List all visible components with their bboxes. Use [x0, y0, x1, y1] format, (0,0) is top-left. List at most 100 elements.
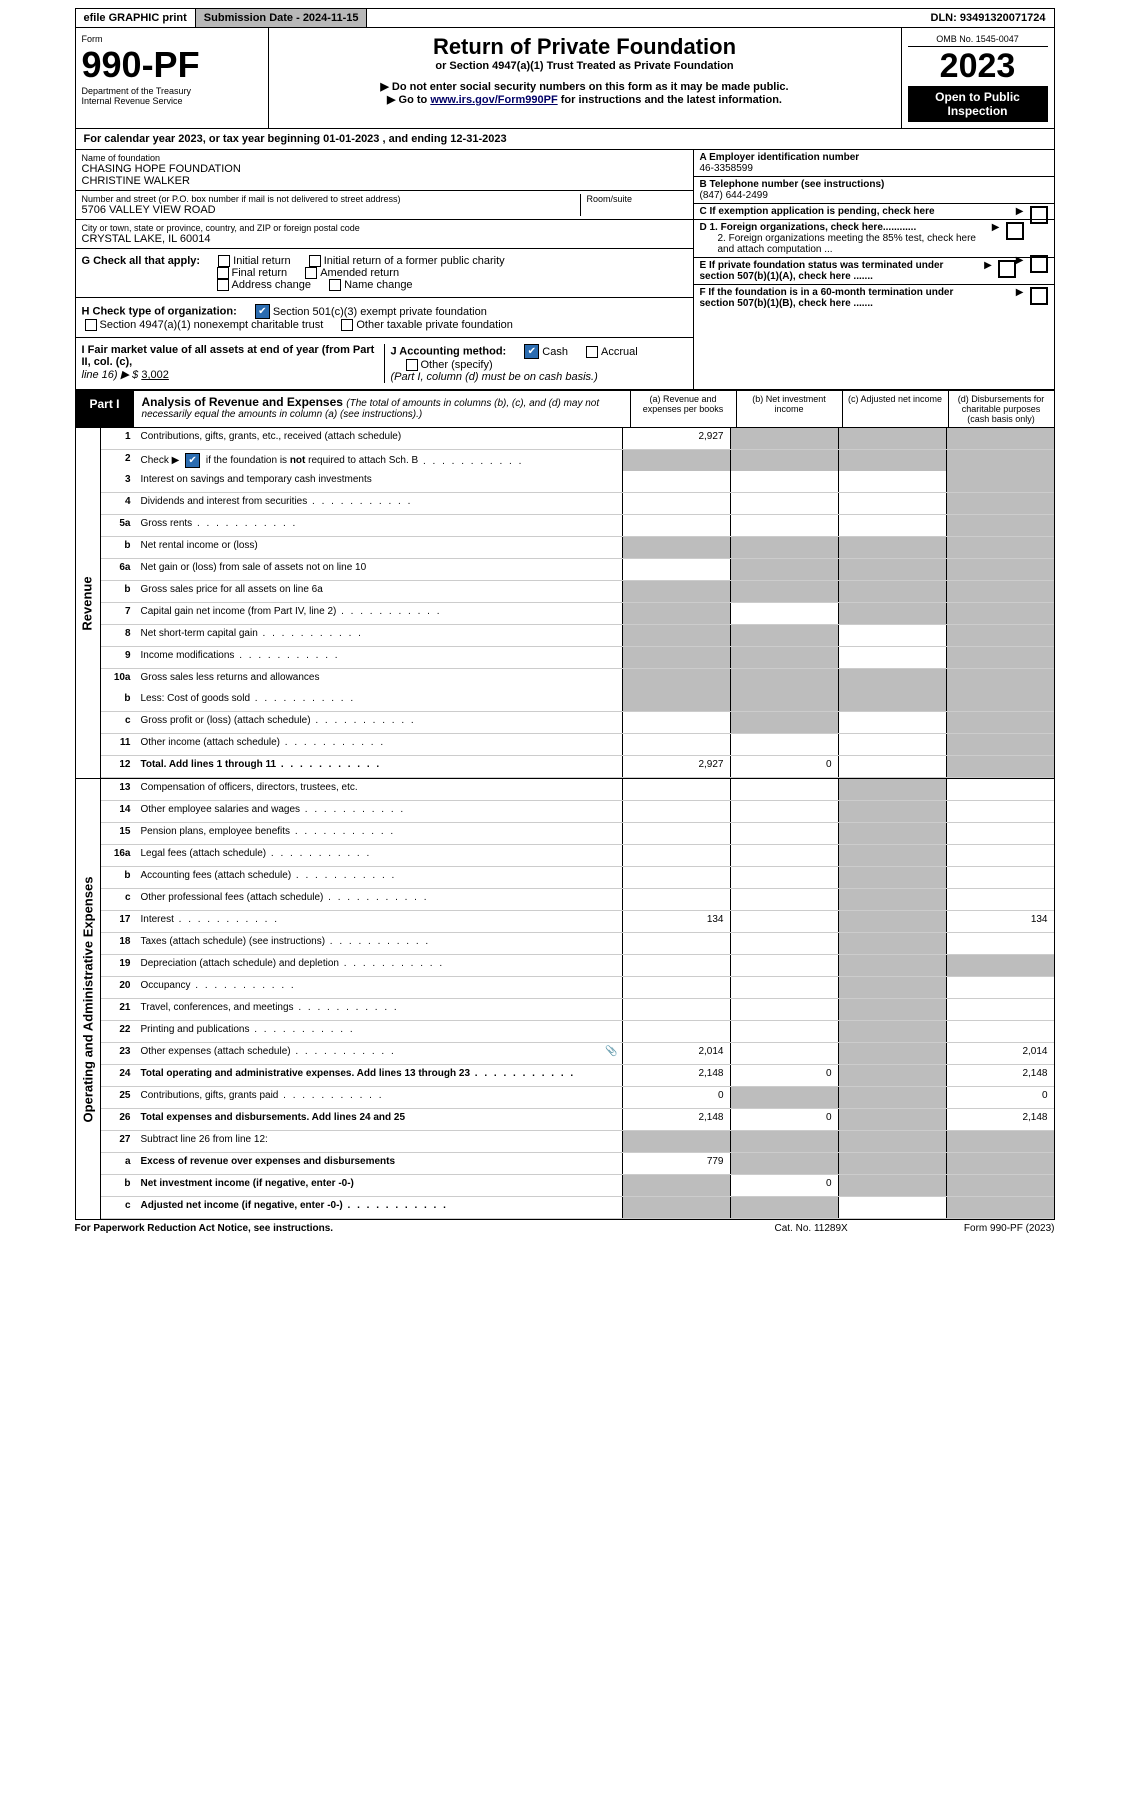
entity-block: Name of foundation CHASING HOPE FOUNDATI… [75, 150, 1055, 390]
cell-3-a [622, 471, 730, 492]
form-url-link[interactable]: www.irs.gov/Form990PF [430, 94, 557, 106]
cb-initial[interactable] [218, 255, 230, 267]
row-2: 2Check ▶ ✔ if the foundation is not requ… [101, 450, 1054, 471]
cb-60month[interactable] [1030, 287, 1048, 305]
cb-amended[interactable] [305, 267, 317, 279]
c-label: C If exemption application is pending, c… [700, 206, 935, 217]
cell-9-c [838, 647, 946, 668]
cell-20-d [946, 977, 1054, 998]
cell-1-c [838, 428, 946, 449]
row-24: 24Total operating and administrative exp… [101, 1065, 1054, 1087]
cell-17-c [838, 911, 946, 932]
row-c: cAdjusted net income (if negative, enter… [101, 1197, 1054, 1219]
attachment-icon[interactable]: 📎 [605, 1046, 617, 1057]
b-label: B Telephone number (see instructions) [700, 179, 1048, 190]
cb-final[interactable] [217, 267, 229, 279]
form-ref: Form 990-PF (2023) [895, 1223, 1055, 1234]
cell-c-a [622, 889, 730, 910]
row-13: 13Compensation of officers, directors, t… [101, 779, 1054, 801]
cb-accrual[interactable] [586, 346, 598, 358]
cell-8-b [730, 625, 838, 646]
row-6a: 6aNet gain or (loss) from sale of assets… [101, 559, 1054, 581]
row-27: 27Subtract line 26 from line 12: [101, 1131, 1054, 1153]
cb-other-method[interactable] [406, 359, 418, 371]
cell-22-a [622, 1021, 730, 1042]
cell-15-d [946, 823, 1054, 844]
cell-26-b: 0 [730, 1109, 838, 1130]
cb-4947[interactable] [85, 319, 97, 331]
cell-17-d: 134 [946, 911, 1054, 932]
cb-status-terminated[interactable] [998, 260, 1016, 278]
cell-12-d [946, 756, 1054, 777]
row-21: 21Travel, conferences, and meetings [101, 999, 1054, 1021]
form-number: 990-PF [82, 44, 262, 86]
row-10a: 10aGross sales less returns and allowanc… [101, 669, 1054, 690]
row-19: 19Depreciation (attach schedule) and dep… [101, 955, 1054, 977]
cell-6a-d [946, 559, 1054, 580]
cb-501c3[interactable]: ✔ [255, 304, 270, 319]
cell-b-b: 0 [730, 1175, 838, 1196]
cell-b-c [838, 537, 946, 558]
cell-2-d [946, 450, 1054, 471]
cell-27-c [838, 1131, 946, 1152]
cell-c-b [730, 1197, 838, 1218]
cell-c-c [838, 712, 946, 733]
goto-note: ▶ Go to www.irs.gov/Form990PF for instru… [275, 93, 895, 106]
cell-23-c [838, 1043, 946, 1064]
row-b: bLess: Cost of goods sold [101, 690, 1054, 712]
row-16a: 16aLegal fees (attach schedule) [101, 845, 1054, 867]
cb-exemption-pending[interactable] [1030, 206, 1048, 224]
cell-3-b [730, 471, 838, 492]
cb-other-taxable[interactable] [341, 319, 353, 331]
row-4: 4Dividends and interest from securities [101, 493, 1054, 515]
irs-label: Internal Revenue Service [82, 96, 262, 106]
top-bar: efile GRAPHIC print Submission Date - 20… [75, 8, 1055, 28]
cell-11-c [838, 734, 946, 755]
cb-initial-former[interactable] [309, 255, 321, 267]
cb-cash[interactable]: ✔ [524, 344, 539, 359]
cell-23-b [730, 1043, 838, 1064]
cb-foreign-org[interactable] [1006, 222, 1024, 240]
cell-26-c [838, 1109, 946, 1130]
cell-10a-d [946, 669, 1054, 690]
form-subtitle: or Section 4947(a)(1) Trust Treated as P… [275, 60, 895, 72]
cell-3-d [946, 471, 1054, 492]
cell-24-a: 2,148 [622, 1065, 730, 1086]
cell-27-a [622, 1131, 730, 1152]
efile-label[interactable]: efile GRAPHIC print [76, 9, 196, 27]
cell-b-d [946, 581, 1054, 602]
cell-a-d [946, 1153, 1054, 1174]
a-label: A Employer identification number [700, 152, 1048, 163]
cell-18-a [622, 933, 730, 954]
part1-header: Part I Analysis of Revenue and Expenses … [75, 390, 1055, 428]
cell-b-b [730, 537, 838, 558]
cell-b-b [730, 867, 838, 888]
h-label: H Check type of organization: [82, 306, 237, 318]
cb-name-change[interactable] [329, 279, 341, 291]
row-25: 25Contributions, gifts, grants paid00 [101, 1087, 1054, 1109]
cb-foreign-85[interactable] [1030, 255, 1048, 273]
row-b: bNet investment income (if negative, ent… [101, 1175, 1054, 1197]
row-7: 7Capital gain net income (from Part IV, … [101, 603, 1054, 625]
row-14: 14Other employee salaries and wages [101, 801, 1054, 823]
cb-addr-change[interactable] [217, 279, 229, 291]
cell-25-d: 0 [946, 1087, 1054, 1108]
cell-7-c [838, 603, 946, 624]
col-c: (c) Adjusted net income [842, 391, 948, 427]
cell-10a-a [622, 669, 730, 690]
cell-c-b [730, 712, 838, 733]
cell-2-c [838, 450, 946, 471]
cell-19-b [730, 955, 838, 976]
room-label: Room/suite [587, 194, 687, 204]
cell-22-c [838, 1021, 946, 1042]
d2-label: 2. Foreign organizations meeting the 85%… [718, 233, 978, 255]
row-17: 17Interest134134 [101, 911, 1054, 933]
cell-15-a [622, 823, 730, 844]
cell-8-c [838, 625, 946, 646]
calendar-year: For calendar year 2023, or tax year begi… [75, 129, 1055, 150]
col-b: (b) Net investment income [736, 391, 842, 427]
cb-sch-b[interactable]: ✔ [185, 453, 200, 468]
submission-date: Submission Date - 2024-11-15 [196, 9, 368, 27]
row-b: bGross sales price for all assets on lin… [101, 581, 1054, 603]
cell-27-d [946, 1131, 1054, 1152]
